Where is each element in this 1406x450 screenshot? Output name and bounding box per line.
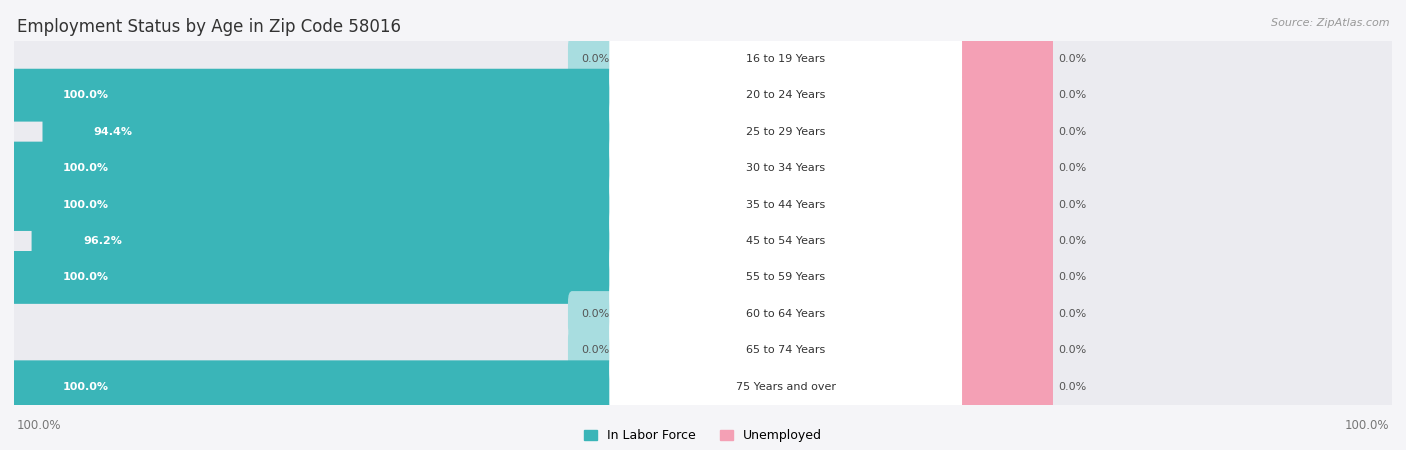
Text: Employment Status by Age in Zip Code 58016: Employment Status by Age in Zip Code 580… (17, 18, 401, 36)
Text: 0.0%: 0.0% (1059, 345, 1087, 356)
FancyBboxPatch shape (609, 231, 962, 324)
Text: 100.0%: 100.0% (17, 419, 62, 432)
FancyBboxPatch shape (945, 100, 1053, 163)
Text: 100.0%: 100.0% (1344, 419, 1389, 432)
FancyBboxPatch shape (568, 291, 624, 337)
FancyBboxPatch shape (10, 285, 1396, 343)
FancyBboxPatch shape (945, 282, 1053, 346)
FancyBboxPatch shape (609, 12, 962, 105)
FancyBboxPatch shape (609, 158, 962, 251)
Text: 100.0%: 100.0% (62, 163, 108, 173)
Text: 96.2%: 96.2% (84, 236, 122, 246)
Text: Source: ZipAtlas.com: Source: ZipAtlas.com (1271, 18, 1389, 28)
Text: 100.0%: 100.0% (62, 382, 108, 392)
Text: 0.0%: 0.0% (1059, 199, 1087, 210)
Text: 0.0%: 0.0% (1059, 126, 1087, 137)
FancyBboxPatch shape (945, 63, 1053, 127)
Text: 35 to 44 Years: 35 to 44 Years (747, 199, 825, 210)
Text: 55 to 59 Years: 55 to 59 Years (747, 272, 825, 283)
Text: 30 to 34 Years: 30 to 34 Years (747, 163, 825, 173)
Text: 0.0%: 0.0% (1059, 90, 1087, 100)
FancyBboxPatch shape (568, 36, 624, 81)
Text: 25 to 29 Years: 25 to 29 Years (747, 126, 825, 137)
Text: 20 to 24 Years: 20 to 24 Years (747, 90, 825, 100)
Text: 16 to 19 Years: 16 to 19 Years (747, 54, 825, 64)
Text: 0.0%: 0.0% (581, 345, 609, 356)
Text: 100.0%: 100.0% (62, 90, 108, 100)
FancyBboxPatch shape (10, 103, 1396, 161)
Text: 45 to 54 Years: 45 to 54 Years (747, 236, 825, 246)
FancyBboxPatch shape (10, 358, 1396, 416)
FancyBboxPatch shape (10, 66, 1396, 124)
FancyBboxPatch shape (945, 355, 1053, 418)
FancyBboxPatch shape (42, 105, 626, 158)
FancyBboxPatch shape (8, 69, 626, 122)
FancyBboxPatch shape (609, 267, 962, 360)
Text: 0.0%: 0.0% (1059, 236, 1087, 246)
FancyBboxPatch shape (10, 212, 1396, 270)
FancyBboxPatch shape (568, 328, 624, 373)
FancyBboxPatch shape (945, 173, 1053, 236)
FancyBboxPatch shape (8, 251, 626, 304)
Text: 100.0%: 100.0% (62, 199, 108, 210)
Text: 0.0%: 0.0% (1059, 163, 1087, 173)
Text: 94.4%: 94.4% (94, 126, 132, 137)
FancyBboxPatch shape (609, 304, 962, 397)
Text: 60 to 64 Years: 60 to 64 Years (747, 309, 825, 319)
FancyBboxPatch shape (8, 360, 626, 413)
FancyBboxPatch shape (609, 122, 962, 215)
Text: 0.0%: 0.0% (1059, 54, 1087, 64)
FancyBboxPatch shape (945, 319, 1053, 382)
Text: 75 Years and over: 75 Years and over (735, 382, 835, 392)
FancyBboxPatch shape (10, 248, 1396, 306)
FancyBboxPatch shape (609, 340, 962, 433)
FancyBboxPatch shape (8, 142, 626, 194)
FancyBboxPatch shape (945, 136, 1053, 200)
Text: 0.0%: 0.0% (1059, 382, 1087, 392)
FancyBboxPatch shape (10, 321, 1396, 379)
FancyBboxPatch shape (609, 49, 962, 142)
FancyBboxPatch shape (10, 139, 1396, 197)
Text: 65 to 74 Years: 65 to 74 Years (747, 345, 825, 356)
FancyBboxPatch shape (945, 246, 1053, 309)
FancyBboxPatch shape (31, 215, 626, 267)
FancyBboxPatch shape (8, 178, 626, 231)
FancyBboxPatch shape (945, 27, 1053, 90)
FancyBboxPatch shape (10, 30, 1396, 88)
Text: 0.0%: 0.0% (1059, 272, 1087, 283)
FancyBboxPatch shape (609, 194, 962, 288)
Text: 0.0%: 0.0% (581, 309, 609, 319)
FancyBboxPatch shape (10, 176, 1396, 234)
Text: 0.0%: 0.0% (1059, 309, 1087, 319)
FancyBboxPatch shape (945, 209, 1053, 273)
Legend: In Labor Force, Unemployed: In Labor Force, Unemployed (583, 429, 823, 442)
Text: 0.0%: 0.0% (581, 54, 609, 64)
FancyBboxPatch shape (609, 85, 962, 178)
Text: 100.0%: 100.0% (62, 272, 108, 283)
